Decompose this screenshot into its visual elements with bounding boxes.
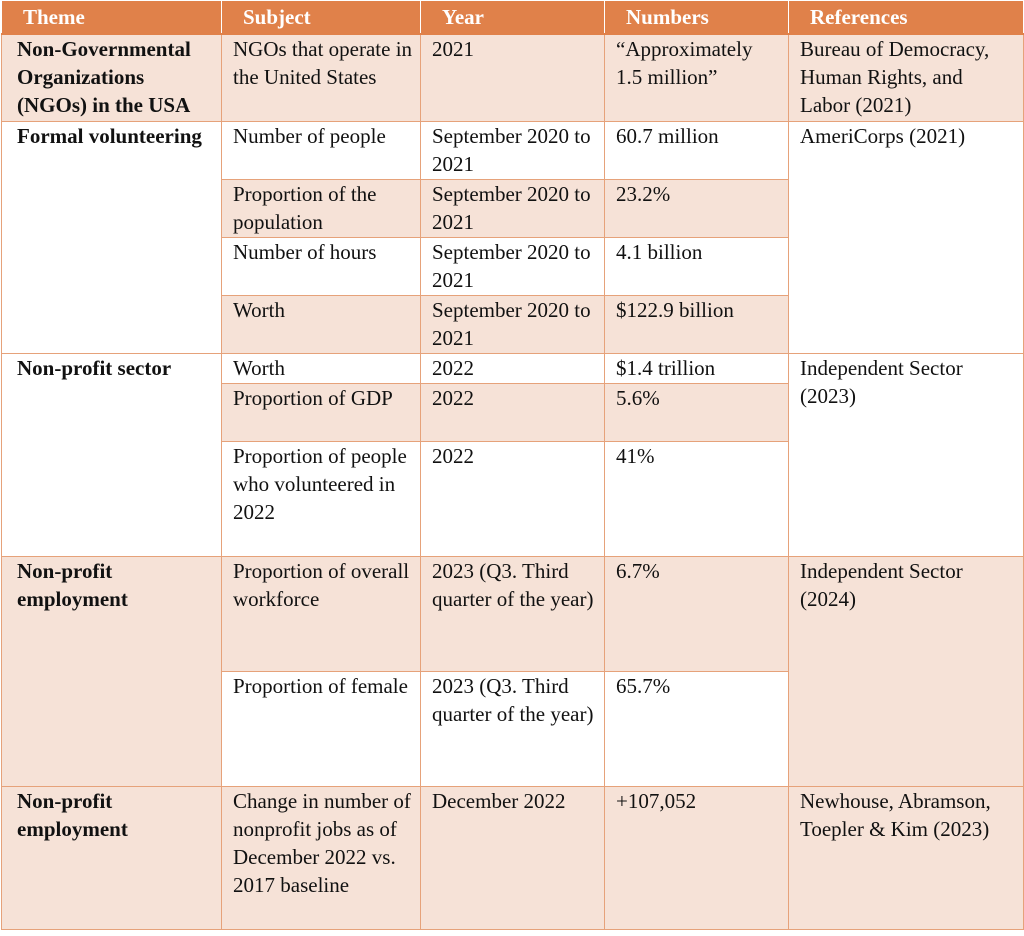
table-row: Proportion of the population September 2… — [2, 178, 1024, 238]
table-row: Proportion of people who volunteered in … — [2, 440, 1024, 557]
number-cell: 23.2% — [604, 178, 789, 238]
reference-cell: AmeriCorps (2021) — [788, 120, 1024, 354]
subject-cell: Proportion of people who volunteered in … — [221, 440, 421, 557]
number-cell: 4.1 billion — [604, 236, 789, 296]
theme-cell: Non-profit sector — [1, 352, 222, 557]
subject-cell: Proportion of overall workforce — [221, 555, 421, 672]
number-cell: $1.4 trillion — [604, 352, 789, 384]
year-cell: September 2020 to 2021 — [420, 178, 605, 238]
number-cell: 60.7 million — [604, 120, 789, 180]
theme-cell: Non-profit employment — [1, 785, 222, 930]
subject-cell: Number of hours — [221, 236, 421, 296]
header-numbers: Numbers — [604, 0, 789, 35]
number-cell: 5.6% — [604, 382, 789, 442]
number-cell: 41% — [604, 440, 789, 557]
header-references: References — [788, 0, 1024, 35]
theme-cell: Non-profit employment — [1, 555, 222, 787]
reference-cell: Independent Sector (2023) — [788, 352, 1024, 557]
theme-cell: Non-Governmental Organizations (NGOs) in… — [1, 33, 222, 122]
year-cell: 2023 (Q3. Third quarter of the year) — [420, 670, 605, 787]
subject-cell: Proportion of GDP — [221, 382, 421, 442]
table-row: Non-Governmental Organizations (NGOs) in… — [1, 33, 1024, 122]
year-cell: September 2020 to 2021 — [420, 294, 605, 354]
year-cell: 2022 — [420, 382, 605, 442]
subject-cell: Worth — [221, 294, 421, 354]
table-row: Non-profit employment Change in number o… — [1, 785, 1024, 930]
table-row: Non-profit employment Proportion of over… — [1, 555, 1024, 787]
year-cell: 2022 — [420, 440, 605, 557]
number-cell: 6.7% — [604, 555, 789, 672]
header-theme: Theme — [1, 0, 222, 35]
year-cell: September 2020 to 2021 — [420, 236, 605, 296]
table-row: Non-profit sector Worth 2022 $1.4 trilli… — [1, 352, 1024, 557]
year-cell: 2022 — [420, 352, 605, 384]
number-cell: +107,052 — [604, 785, 789, 930]
subject-cell: Worth — [221, 352, 421, 384]
reference-cell: Independent Sector (2024) — [788, 555, 1024, 787]
table-row: Proportion of female 2023 (Q3. Third qua… — [2, 670, 1024, 787]
number-cell: 65.7% — [604, 670, 789, 787]
subject-cell: Change in number of nonprofit jobs as of… — [221, 785, 421, 930]
table-row: Worth September 2020 to 2021 $122.9 bill… — [2, 294, 1024, 354]
year-cell: September 2020 to 2021 — [420, 120, 605, 180]
table-row: Formal volunteering Number of people Sep… — [1, 120, 1024, 354]
reference-cell: Bureau of Democracy, Human Rights, and L… — [788, 33, 1024, 122]
header-subject: Subject — [221, 0, 421, 35]
reference-cell: Newhouse, Abramson, Toepler & Kim (2023) — [788, 785, 1024, 930]
number-cell: “Approximately 1.5 million” — [604, 33, 789, 122]
theme-cell: Formal volunteering — [1, 120, 222, 354]
year-cell: December 2022 — [420, 785, 605, 930]
table-row: Number of hours September 2020 to 2021 4… — [2, 236, 1024, 296]
subject-cell: Proportion of the population — [221, 178, 421, 238]
subject-cell: Number of people — [221, 120, 421, 180]
year-cell: 2023 (Q3. Third quarter of the year) — [420, 555, 605, 672]
subject-cell: NGOs that operate in the United States — [221, 33, 421, 122]
header-row: Theme Subject Year Numbers References — [1, 0, 1024, 35]
header-year: Year — [420, 0, 605, 35]
number-cell: $122.9 billion — [604, 294, 789, 354]
subject-cell: Proportion of female — [221, 670, 421, 787]
year-cell: 2021 — [420, 33, 605, 122]
